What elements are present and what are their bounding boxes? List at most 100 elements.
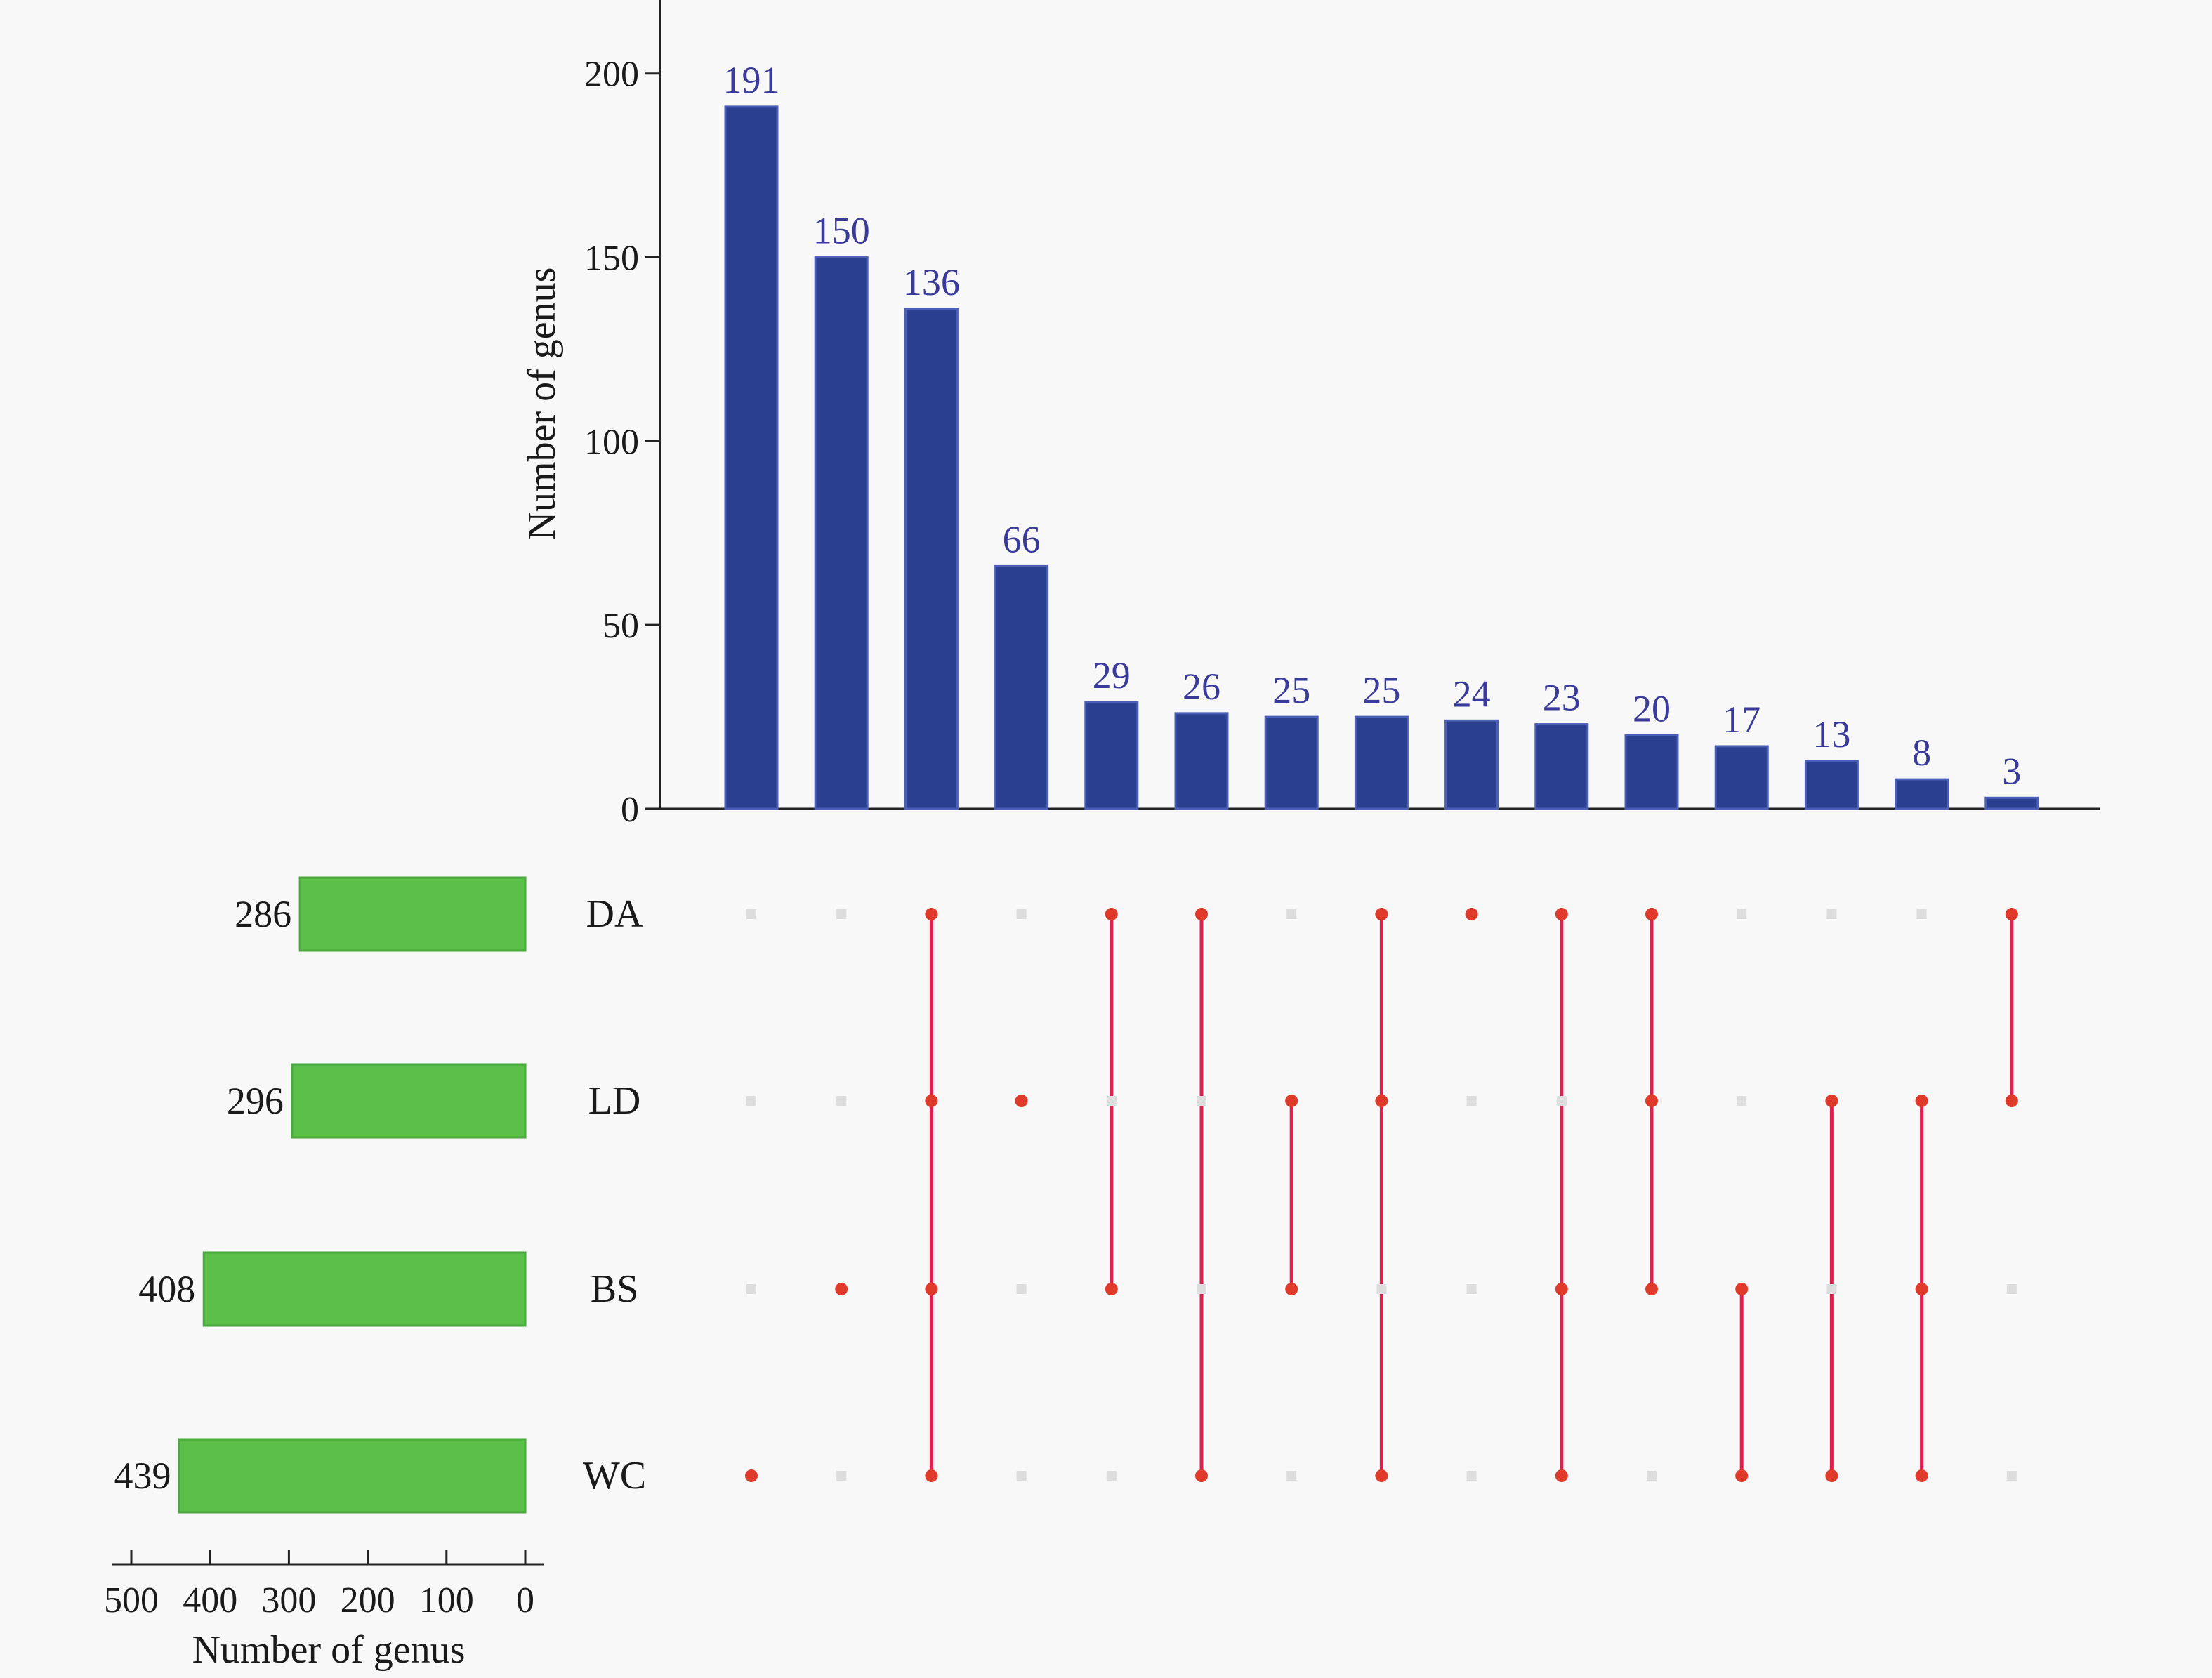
set-size-value-label: 296 bbox=[227, 1080, 284, 1122]
matrix-dot-active bbox=[1915, 1095, 1928, 1107]
set-name-label: LD bbox=[588, 1079, 641, 1123]
matrix-dot-inactive bbox=[1826, 1284, 1837, 1294]
set-axis-tick-label: 0 bbox=[516, 1580, 534, 1620]
matrix-dot-inactive bbox=[1197, 1284, 1206, 1294]
bar-value-label: 66 bbox=[1003, 518, 1041, 560]
intersection-bar bbox=[814, 256, 869, 810]
set-axis-tick-label: 200 bbox=[341, 1580, 395, 1620]
matrix-dot-inactive bbox=[1016, 909, 1027, 919]
set-size-value-label: 286 bbox=[235, 893, 291, 935]
matrix-dot-active bbox=[1285, 1095, 1298, 1107]
matrix-dot-active bbox=[1735, 1469, 1749, 1482]
matrix-dot-inactive bbox=[1106, 1096, 1117, 1106]
matrix-dot-inactive bbox=[1016, 1471, 1027, 1481]
bar-value-label: 20 bbox=[1633, 687, 1671, 729]
intersection-y-axis-title: Number of genus bbox=[520, 267, 564, 541]
matrix-dot-inactive bbox=[836, 909, 847, 919]
matrix-dot-inactive bbox=[1016, 1284, 1027, 1294]
set-size-bar bbox=[298, 876, 527, 952]
matrix-dot-inactive bbox=[1466, 1471, 1477, 1481]
matrix-dot-active bbox=[1195, 908, 1208, 920]
matrix-dot-active bbox=[1555, 908, 1568, 920]
y-tick-label: 0 bbox=[621, 790, 639, 830]
y-tick-label: 50 bbox=[603, 606, 639, 646]
intersection-bar bbox=[1264, 715, 1319, 810]
intersection-bar bbox=[1804, 760, 1859, 810]
matrix-dot-inactive bbox=[1737, 909, 1747, 919]
matrix-dot-active bbox=[925, 908, 938, 920]
bar-value-label: 24 bbox=[1453, 673, 1491, 715]
set-size-x-axis: 500 400 300 200 100 0 bbox=[104, 1550, 544, 1620]
set-size-x-axis-title: Number of genus bbox=[192, 1628, 466, 1672]
set-axis-tick-label: 100 bbox=[419, 1580, 474, 1620]
matrix-dot-active bbox=[1645, 1283, 1658, 1295]
bar-value-label: 3 bbox=[2002, 750, 2021, 792]
intersection-bar bbox=[904, 308, 959, 810]
matrix-dot-active bbox=[1105, 1283, 1118, 1295]
bar-value-label: 8 bbox=[1912, 732, 1931, 774]
intersection-bar bbox=[1624, 734, 1679, 810]
matrix-dot-inactive bbox=[1197, 1096, 1206, 1106]
intersection-matrix bbox=[745, 908, 2018, 1482]
matrix-dot-inactive bbox=[1286, 909, 1297, 919]
set-size-bars bbox=[178, 876, 527, 1514]
set-name-label: WC bbox=[583, 1454, 646, 1498]
intersection-bar bbox=[724, 105, 779, 810]
intersection-y-axis: 0 50 100 150 200 bbox=[584, 0, 2100, 830]
matrix-dot-active bbox=[1825, 1469, 1838, 1482]
matrix-dot-inactive bbox=[1826, 909, 1837, 919]
intersection-bar bbox=[1354, 715, 1409, 810]
set-size-value-label: 439 bbox=[114, 1455, 171, 1497]
matrix-dot-active bbox=[1375, 1095, 1388, 1107]
matrix-dot-inactive bbox=[746, 1096, 756, 1106]
set-axis-tick-label: 400 bbox=[183, 1580, 237, 1620]
matrix-dot-active bbox=[1375, 908, 1388, 920]
intersection-bar bbox=[1895, 778, 1949, 810]
set-axis-tick-label: 500 bbox=[104, 1580, 159, 1620]
intersection-bar bbox=[1084, 701, 1139, 810]
matrix-dot-active bbox=[1465, 908, 1478, 920]
matrix-dot-active bbox=[1195, 1469, 1208, 1482]
matrix-dot-inactive bbox=[836, 1471, 847, 1481]
matrix-dot-inactive bbox=[1916, 909, 1927, 919]
matrix-dot-active bbox=[1015, 1095, 1028, 1107]
matrix-dot-inactive bbox=[1286, 1471, 1297, 1481]
matrix-dot-inactive bbox=[746, 1284, 756, 1294]
matrix-dot-active bbox=[1915, 1283, 1928, 1295]
matrix-dot-active bbox=[925, 1469, 938, 1482]
bar-value-label: 136 bbox=[903, 261, 960, 303]
matrix-dot-inactive bbox=[1466, 1096, 1477, 1106]
matrix-dot-inactive bbox=[2006, 1284, 2017, 1294]
set-name-label: DA bbox=[586, 892, 643, 936]
matrix-dot-inactive bbox=[746, 909, 756, 919]
bar-value-label: 13 bbox=[1812, 713, 1850, 755]
matrix-dot-active bbox=[2005, 1095, 2018, 1107]
matrix-dot-active bbox=[1375, 1469, 1388, 1482]
matrix-dot-active bbox=[1105, 908, 1118, 920]
bar-value-label: 17 bbox=[1723, 699, 1760, 741]
matrix-dot-active bbox=[1915, 1469, 1928, 1482]
y-tick-label: 100 bbox=[584, 422, 639, 462]
matrix-dot-inactive bbox=[1106, 1471, 1117, 1481]
intersection-bar bbox=[1984, 796, 2039, 810]
intersection-bar-labels: 191 150 136 66 29 26 25 25 24 23 20 17 13 8 3 bbox=[723, 59, 2022, 792]
intersection-bar bbox=[1534, 723, 1589, 810]
set-names: DA LD BS WC bbox=[583, 892, 646, 1498]
set-size-bar bbox=[202, 1251, 527, 1327]
matrix-dot-active bbox=[1645, 1095, 1658, 1107]
y-tick-label: 200 bbox=[584, 55, 639, 95]
matrix-dot-active bbox=[1555, 1469, 1568, 1482]
set-axis-tick-label: 300 bbox=[261, 1580, 316, 1620]
set-size-bar bbox=[291, 1063, 527, 1139]
bar-value-label: 150 bbox=[813, 210, 870, 252]
bar-value-label: 26 bbox=[1183, 666, 1220, 708]
bar-value-label: 25 bbox=[1272, 669, 1310, 711]
matrix-dot-active bbox=[1555, 1283, 1568, 1295]
matrix-dot-active bbox=[925, 1095, 938, 1107]
matrix-dot-inactive bbox=[2006, 1471, 2017, 1481]
bar-value-label: 29 bbox=[1093, 654, 1131, 696]
intersection-bar bbox=[1714, 745, 1769, 810]
matrix-dot-active bbox=[1825, 1095, 1838, 1107]
intersection-bar bbox=[1444, 719, 1499, 810]
